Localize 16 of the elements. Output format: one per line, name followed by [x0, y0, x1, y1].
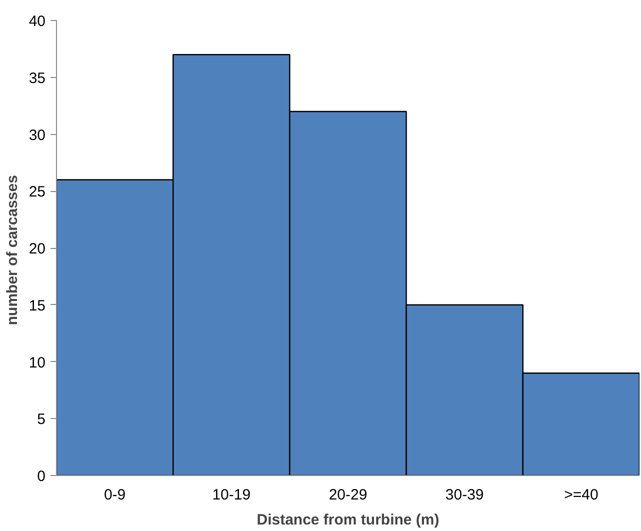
y-tick-label: 20 [28, 240, 46, 258]
x-tick-label: 10-19 [212, 486, 251, 504]
y-tick-label: 30 [28, 126, 46, 144]
y-tick-label: 15 [28, 297, 46, 314]
y-tick-label: 35 [28, 70, 46, 87]
y-tick-label: 25 [28, 184, 46, 201]
x-tick-label: >=40 [564, 486, 598, 504]
y-tick-label: 40 [28, 13, 46, 30]
y-tick-label: 10 [28, 354, 46, 372]
x-tick-label: 30-39 [445, 486, 484, 504]
y-axis-title: number of carcasses [4, 175, 21, 326]
x-axis-title: Distance from turbine (m) [256, 512, 440, 528]
x-tick-label: 20-29 [328, 486, 368, 504]
y-tick-label: 0 [37, 468, 46, 485]
x-tick-label: 0-9 [104, 486, 126, 504]
y-tick-label: 5 [37, 411, 46, 428]
